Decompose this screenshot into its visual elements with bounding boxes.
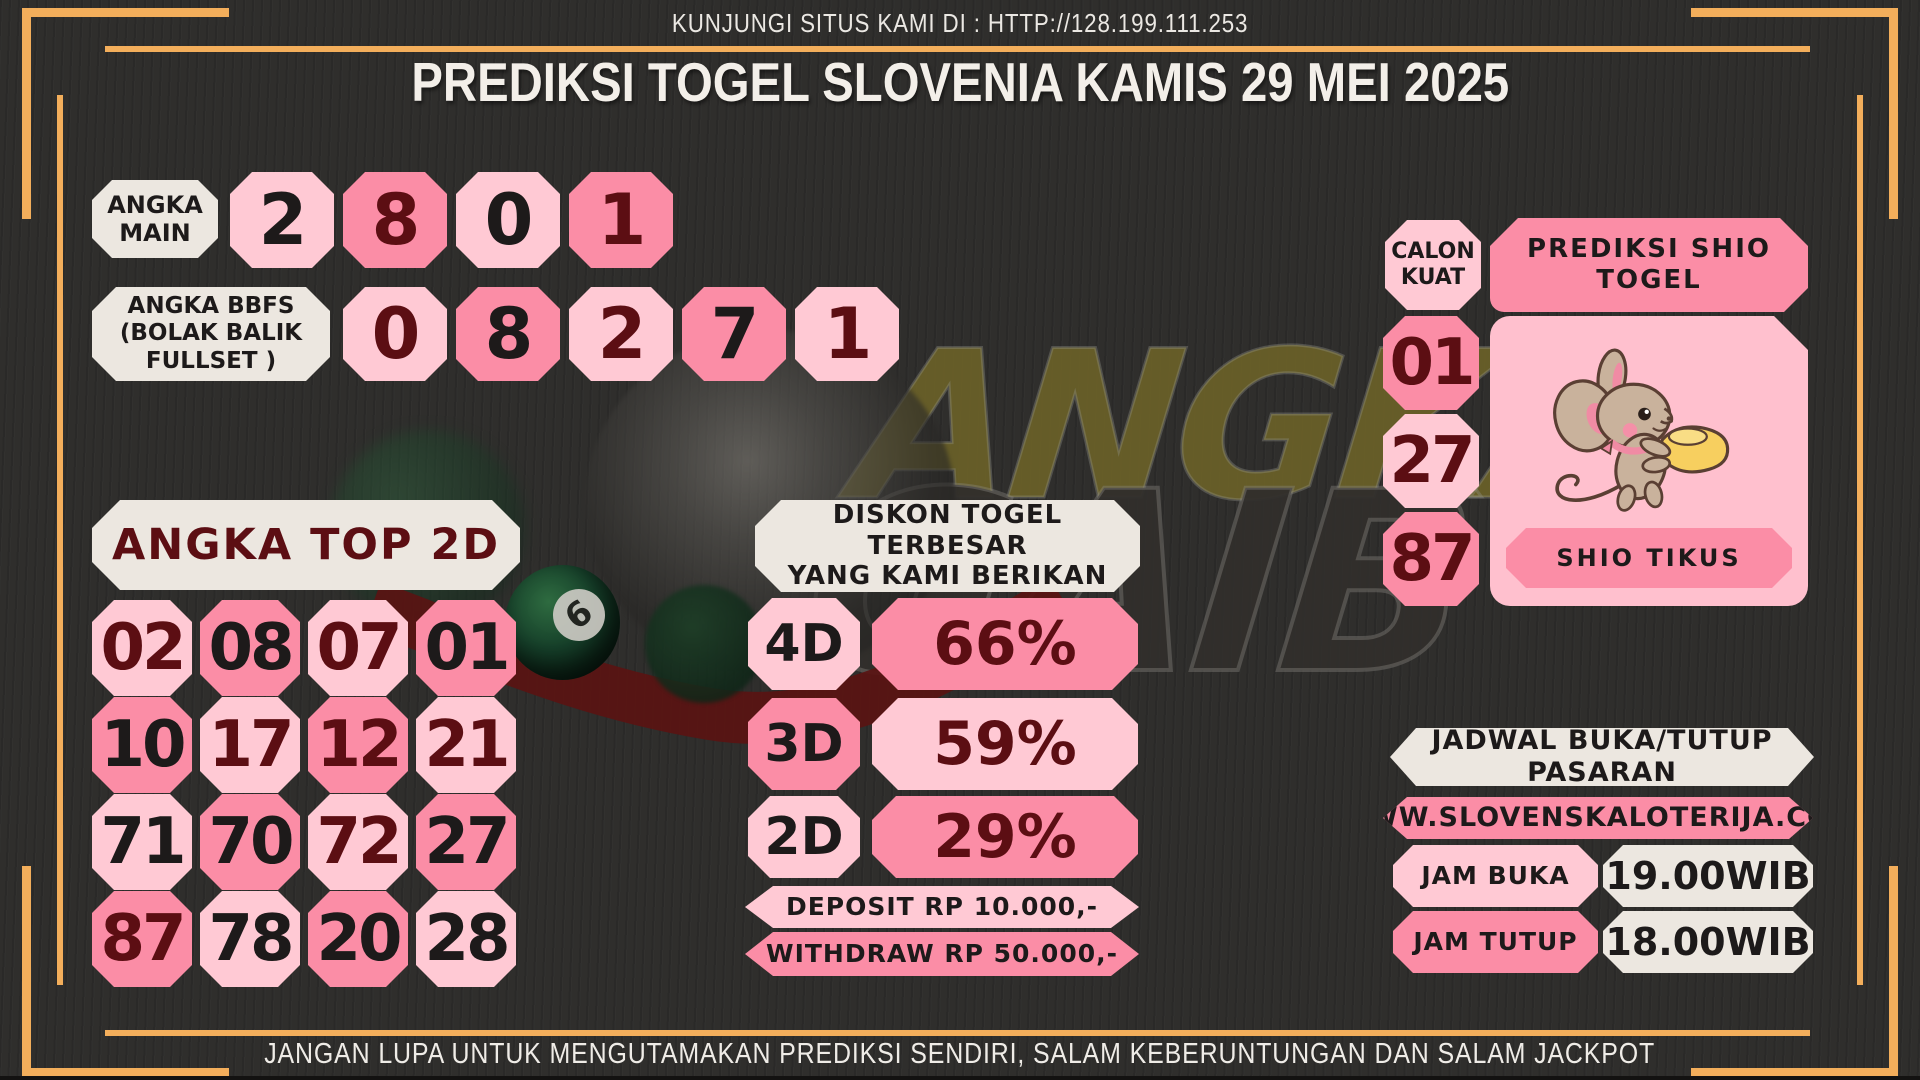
six-billiard-ball: 6 [505,565,620,680]
top-2d-cell: 10 [92,697,192,793]
angka-bbfs-digit: 7 [682,287,786,381]
corner-bracket-top-left [22,8,229,219]
angka-main-digits: 2 8 0 1 [230,172,673,268]
corner-bracket-bottom-right [1691,866,1898,1077]
diskon-2d-percent: 29% [872,796,1138,878]
angka-bbfs-label: ANGKA BBFS (BOLAK BALIK FULLSET ) [92,287,330,381]
shio-panel: SHIO TIKUS [1490,316,1808,606]
jam-tutup-label: JAM TUTUP [1393,911,1598,973]
withdraw-banner: WITHDRAW RP 50.000,- [745,932,1139,976]
shio-panel-title: PREDIKSI SHIO TOGEL [1490,218,1808,312]
footer-note: JANGAN LUPA UNTUK MENGUTAMAKAN PREDIKSI … [264,1038,1656,1070]
shio-number: 27 [1383,414,1479,508]
top-2d-cell: 17 [200,697,300,793]
top-2d-cell: 28 [416,891,516,987]
corner-bracket-bottom-left [22,866,229,1077]
left-accent-line [57,95,63,985]
angka-bbfs-digits: 0 8 2 7 1 [343,287,899,381]
angka-bbfs-digit: 8 [456,287,560,381]
page-title: PREDIKSI TOGEL SLOVENIA KAMIS 29 MEI 202… [411,51,1509,113]
top-2d-cell: 01 [416,600,516,696]
top-2d-cell: 12 [308,697,408,793]
angka-top-2d-banner: ANGKA TOP 2D [92,500,520,590]
diskon-3d-label: 3D [748,698,860,790]
mouse-with-gold-ingot-icon [1518,318,1780,530]
angka-main-digit: 0 [456,172,560,268]
calon-kuat-label: CALON KUAT [1385,220,1481,310]
top-2d-cell: 70 [200,794,300,890]
diskon-4d-percent: 66% [872,598,1138,690]
diskon-title: DISKON TOGEL TERBESAR YANG KAMI BERIKAN [755,500,1140,592]
top-2d-cell: 72 [308,794,408,890]
top-2d-cell: 08 [200,600,300,696]
small-green-billiard-ball [645,585,763,703]
angka-bbfs-digit: 2 [569,287,673,381]
top-2d-cell: 27 [416,794,516,890]
deposit-banner: DEPOSIT RP 10.000,- [745,886,1139,928]
top-2d-cell: 71 [92,794,192,890]
shio-number: 87 [1383,512,1479,606]
jam-buka-value: 19.00WIB [1603,845,1813,907]
top-2d-cell: 87 [92,891,192,987]
right-accent-line [1857,95,1863,985]
shio-number: 01 [1383,316,1479,410]
diskon-2d-label: 2D [748,796,860,878]
angka-main-label: ANGKA MAIN [92,180,218,258]
site-notice-text[interactable]: KUNJUNGI SITUS KAMI DI : HTTP://128.199.… [671,8,1249,38]
jam-tutup-value: 18.00WIB [1603,911,1813,973]
site-notice: KUNJUNGI SITUS KAMI DI : HTTP://128.199.… [0,8,1920,39]
diskon-4d-label: 4D [748,598,860,690]
diskon-3d-percent: 59% [872,698,1138,790]
angka-main-digit: 1 [569,172,673,268]
top-2d-cell: 21 [416,697,516,793]
ball-number: 6 [542,578,616,652]
jam-buka-label: JAM BUKA [1393,845,1598,907]
top-2d-cell: 02 [92,600,192,696]
top-2d-cell: 07 [308,600,408,696]
top-divider-line [105,46,1810,52]
bottom-edge-strip [0,1076,1920,1080]
corner-bracket-top-right [1691,8,1898,219]
angka-main-digit: 2 [230,172,334,268]
angka-top-2d-grid: 02 08 07 01 10 17 12 21 71 70 72 27 87 7… [92,600,516,987]
angka-bbfs-digit: 0 [343,287,447,381]
shio-name-bar: SHIO TIKUS [1506,528,1792,588]
website-banner[interactable]: WWW.SLOVENSKALOTERIJA.COM [1383,797,1813,839]
top-2d-cell: 20 [308,891,408,987]
top-2d-cell: 78 [200,891,300,987]
angka-main-digit: 8 [343,172,447,268]
angka-bbfs-digit: 1 [795,287,899,381]
jadwal-title-banner: JADWAL BUKA/TUTUP PASARAN [1390,728,1814,786]
bottom-divider-line [105,1030,1810,1036]
